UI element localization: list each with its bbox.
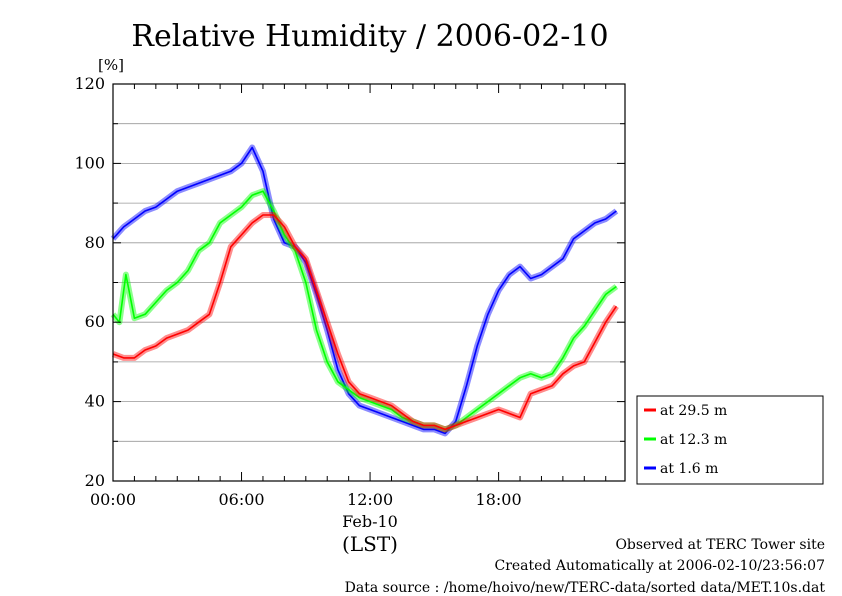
legend-label: at 1.6 m [660,461,718,477]
footer-created: Created Automatically at 2006-02-10/23:5… [494,558,825,574]
y-tick-label: 120 [74,74,105,93]
x-tick-label: 18:00 [476,490,522,509]
footer-source: Data source : /home/hoivo/new/TERC-data/… [344,580,825,596]
x-tick-label: 12:00 [347,490,393,509]
footer-site: Observed at TERC Tower site [615,537,825,553]
y-tick-label: 100 [74,153,105,172]
chart-title: Relative Humidity / 2006-02-10 [131,19,608,54]
y-axis: 20 40 60 80 100 120 [74,74,625,490]
x-tick-label: 06:00 [218,490,264,509]
data-series [110,144,619,437]
series-line [112,146,617,435]
series-line [112,190,617,431]
legend-box [636,395,824,485]
legend: at 29.5 m at 12.3 m at 1.6 m [636,395,824,485]
legend-label: at 12.3 m [660,432,727,448]
x-tick-label: 00:00 [90,490,136,509]
series-line [112,214,618,431]
gridlines [113,123,625,442]
y-tick-label: 60 [85,312,105,331]
y-tick-label: 20 [85,471,105,490]
x-axis-label: (LST) [342,532,398,556]
legend-label: at 29.5 m [660,403,727,419]
y-tick-label: 80 [85,233,105,252]
y-axis-unit: [%] [98,56,124,74]
x-axis: 00:00 06:00 12:00 18:00 [90,84,607,509]
x-date-label: Feb-10 [342,512,398,531]
y-tick-label: 40 [85,392,105,411]
